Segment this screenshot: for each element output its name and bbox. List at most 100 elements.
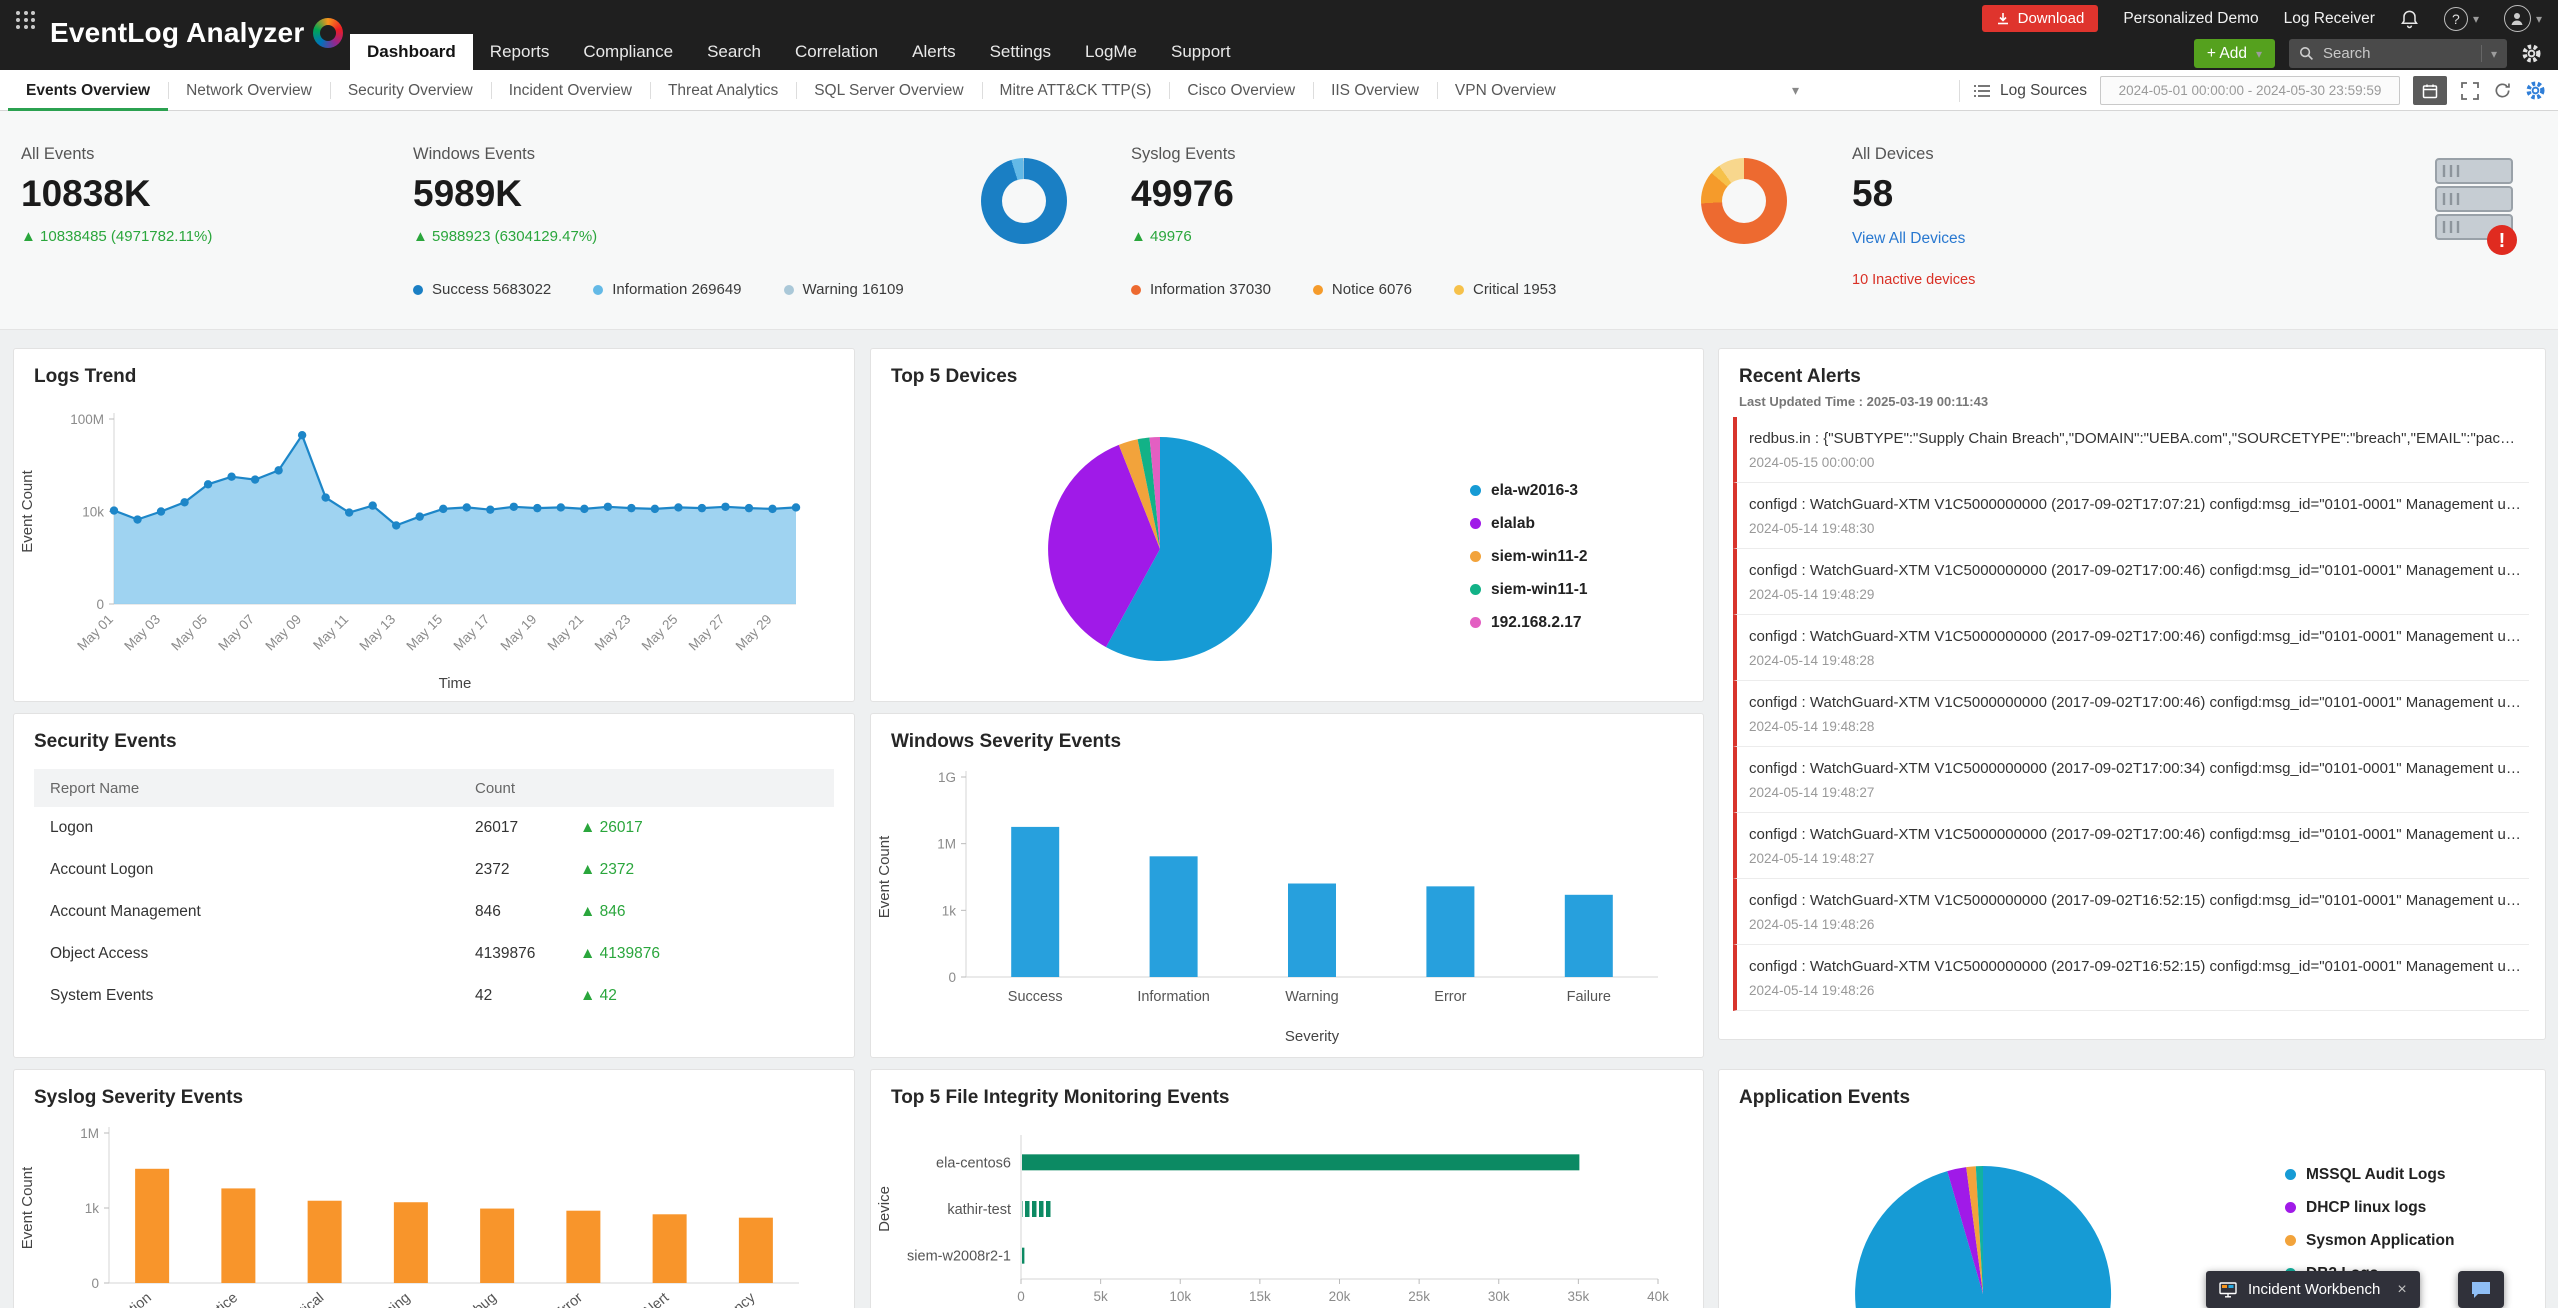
apps-grid-icon[interactable] [16, 11, 36, 29]
application-events-pie-chart [1719, 1112, 2279, 1308]
nav-tab-correlation[interactable]: Correlation [794, 42, 879, 61]
close-icon[interactable] [2397, 1281, 2406, 1299]
legend-dot [1470, 551, 1481, 562]
add-button[interactable]: + Add [2193, 39, 2275, 68]
svg-text:Device: Device [876, 1186, 893, 1232]
chat-icon [2472, 1281, 2490, 1298]
log-receiver-link[interactable]: Log Receiver [2283, 9, 2375, 27]
date-range-input[interactable]: 2024-05-01 00:00:00 - 2024-05-30 23:59:5… [2100, 76, 2400, 105]
search-scope-dropdown[interactable] [2480, 45, 2497, 62]
security-events-row[interactable]: Logon 26017 ▲ 26017 [34, 807, 834, 849]
widget-title: Recent Alerts [1739, 366, 1861, 387]
legend-label: 192.168.2.17 [1491, 613, 1582, 631]
stat-label: All Devices [1852, 145, 1934, 163]
subtab-threat-analytics[interactable]: Threat Analytics [649, 70, 796, 111]
subtab-security-overview[interactable]: Security Overview [329, 70, 491, 111]
chevron-down-icon [2536, 10, 2542, 28]
nav-tab-logme[interactable]: LogMe [1085, 42, 1138, 61]
application-events-legend-item[interactable]: MSSQL Audit Logs [2285, 1158, 2454, 1191]
syslog-events-donut-chart [1701, 158, 1787, 244]
top5-devices-legend-item[interactable]: siem-win11-1 [1470, 573, 1588, 606]
nav-tab-search[interactable]: Search [707, 42, 761, 61]
subtab-events-overview[interactable]: Events Overview [8, 70, 168, 111]
alert-item[interactable]: configd : WatchGuard-XTM V1C5000000000 (… [1733, 549, 2529, 615]
stat-label: Windows Events [413, 145, 535, 163]
nav-tab-settings[interactable]: Settings [989, 42, 1052, 61]
stat-all-devices: All Devices 58 View All Devices 10 Inact… [1852, 145, 1975, 288]
notifications-bell-icon[interactable] [2400, 9, 2419, 29]
alert-item[interactable]: configd : WatchGuard-XTM V1C5000000000 (… [1733, 813, 2529, 879]
legend-item: Notice 6076 [1312, 281, 1412, 298]
top5-devices-legend-item[interactable]: 192.168.2.17 [1470, 606, 1588, 639]
personalized-demo-link[interactable]: Personalized Demo [2123, 9, 2259, 27]
count-delta-cell: ▲ 4139876 [580, 945, 660, 962]
search-input[interactable]: Search [2289, 39, 2507, 68]
table-body: Logon 26017 ▲ 26017 Account Logon 2372 ▲ 2372… [34, 807, 834, 1017]
more-dashboards-dropdown-icon[interactable]: ▾ [1792, 82, 1800, 98]
widget-title: Top 5 File Integrity Monitoring Events [891, 1087, 1230, 1108]
nav-tab-dashboard[interactable]: Dashboard [350, 34, 473, 70]
svg-text:May 15: May 15 [403, 612, 445, 654]
subtab-cisco-overview[interactable]: Cisco Overview [1169, 70, 1313, 111]
subtab-incident-overview[interactable]: Incident Overview [490, 70, 650, 111]
alert-message: configd : WatchGuard-XTM V1C5000000000 (… [1749, 562, 2521, 579]
alert-timestamp: 2024-05-14 19:48:30 [1749, 521, 1875, 536]
calendar-button[interactable] [2413, 76, 2447, 105]
svg-text:100M: 100M [70, 412, 104, 427]
top5-devices-legend-item[interactable]: ela-w2016-3 [1470, 474, 1588, 507]
alert-message: configd : WatchGuard-XTM V1C5000000000 (… [1749, 628, 2521, 645]
svg-text:15k: 15k [1249, 1289, 1271, 1304]
count-cell: 846 [475, 903, 501, 920]
svg-text:1G: 1G [938, 770, 956, 785]
subtab-mitre-att-ck-ttp-s[interactable]: Mitre ATT&CK TTP(S) [981, 70, 1170, 111]
alert-item[interactable]: configd : WatchGuard-XTM V1C5000000000 (… [1733, 747, 2529, 813]
subtab-network-overview[interactable]: Network Overview [168, 70, 330, 111]
log-sources-button[interactable]: Log Sources [1973, 82, 2087, 100]
subtab-vpn-overview[interactable]: VPN Overview [1436, 70, 1574, 111]
legend-label: MSSQL Audit Logs [2306, 1165, 2446, 1183]
svg-text:1k: 1k [942, 903, 957, 918]
download-button[interactable]: Download [1981, 5, 2099, 32]
incident-workbench-button[interactable]: Incident Workbench [2206, 1271, 2420, 1308]
subtab-iis-overview[interactable]: IIS Overview [1313, 70, 1437, 111]
refresh-icon[interactable] [2493, 81, 2512, 100]
security-events-row[interactable]: Account Logon 2372 ▲ 2372 [34, 849, 834, 891]
user-menu[interactable] [2503, 5, 2542, 32]
view-all-devices-link[interactable]: View All Devices [1852, 230, 1966, 247]
security-events-row[interactable]: System Events 42 ▲ 42 [34, 975, 834, 1017]
application-events-legend-item[interactable]: DHCP linux logs [2285, 1191, 2454, 1224]
dashboard-subnav: Events Overview Network Overview Security … [0, 70, 2558, 111]
security-events-row[interactable]: Object Access 4139876 ▲ 4139876 [34, 933, 834, 975]
legend-dot [2285, 1235, 2296, 1246]
dashboard-settings-gear-icon[interactable] [2525, 80, 2546, 101]
nav-tab-compliance[interactable]: Compliance [583, 42, 674, 61]
legend-dot [2285, 1202, 2296, 1213]
top5-devices-legend-item[interactable]: elalab [1470, 507, 1588, 540]
alert-item[interactable]: configd : WatchGuard-XTM V1C5000000000 (… [1733, 483, 2529, 549]
count-delta-cell: ▲ 2372 [580, 861, 635, 878]
alert-item[interactable]: configd : WatchGuard-XTM V1C5000000000 (… [1733, 945, 2529, 1011]
security-events-row[interactable]: Account Management 846 ▲ 846 [34, 891, 834, 933]
help-menu[interactable]: ? [2443, 6, 2479, 31]
chat-widget-button[interactable] [2458, 1271, 2504, 1308]
nav-tab-support[interactable]: Support [1171, 42, 1231, 61]
alert-message: configd : WatchGuard-XTM V1C5000000000 (… [1749, 496, 2521, 513]
application-events-legend-item[interactable]: Sysmon Application [2285, 1224, 2454, 1257]
bar-chart-svg: 0 1k 1M Event Count Information Notice Critica… [19, 1126, 799, 1308]
svg-text:10k: 10k [82, 505, 104, 520]
security-events-table: Report Name Count Logon 26017 ▲ 26017 Accou… [34, 769, 834, 1017]
top5-devices-legend-item[interactable]: siem-win11-2 [1470, 540, 1588, 573]
alert-item[interactable]: configd : WatchGuard-XTM V1C5000000000 (… [1733, 879, 2529, 945]
svg-text:Failure: Failure [1567, 989, 1611, 1005]
subtab-sql-server-overview[interactable]: SQL Server Overview [796, 70, 981, 111]
alert-timestamp: 2024-05-14 19:48:26 [1749, 983, 1875, 998]
nav-tab-reports[interactable]: Reports [489, 42, 550, 61]
stat-all-events: All Events 10838K ▲ 10838485 (4971782.11… [21, 145, 212, 245]
alert-item[interactable]: configd : WatchGuard-XTM V1C5000000000 (… [1733, 681, 2529, 747]
header-settings-gear-icon[interactable] [2521, 43, 2542, 64]
alert-item[interactable]: configd : WatchGuard-XTM V1C5000000000 (… [1733, 615, 2529, 681]
fullscreen-icon[interactable] [2460, 81, 2480, 101]
header-action-row: + Add Search [2193, 39, 2542, 68]
alert-item[interactable]: redbus.in : {"SUBTYPE":"Supply Chain Bre… [1733, 417, 2529, 483]
nav-tab-alerts[interactable]: Alerts [912, 42, 956, 61]
